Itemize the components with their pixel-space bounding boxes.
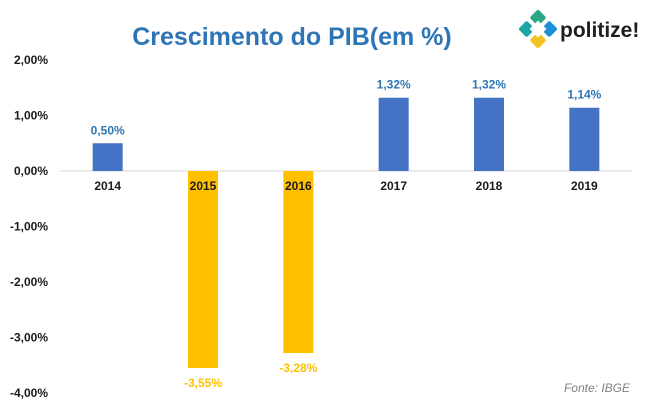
x-tick-label: 2014 — [94, 179, 121, 193]
politize-logo-text: politize! — [560, 19, 639, 42]
x-axis: 2014 2015 2016 2017 2018 2019 — [94, 179, 598, 193]
politize-logo: politize! — [519, 10, 639, 48]
bar-2014 — [92, 143, 123, 171]
data-label: -3,28% — [279, 361, 317, 375]
x-tick-label: 2019 — [571, 179, 598, 193]
bar-2019 — [569, 107, 600, 171]
data-labels: 0,50% -3,55% -3,28% 1,32% 1,32% 1,14% — [91, 78, 602, 390]
bar-2015 — [188, 171, 218, 369]
data-label: -3,55% — [184, 376, 222, 390]
x-tick-label: 2018 — [476, 179, 503, 193]
x-tick-label: 2017 — [380, 179, 407, 193]
bar-2018 — [474, 97, 504, 171]
data-label: 1,32% — [472, 78, 506, 92]
y-tick-label: -3,00% — [10, 331, 48, 345]
data-label: 1,32% — [377, 78, 411, 92]
politize-logo-icon — [519, 10, 557, 48]
chart-title: Crescimento do PIB(em %) — [132, 23, 452, 51]
y-tick-label: 0,00% — [14, 164, 48, 178]
bars — [92, 97, 600, 369]
bar-2017 — [378, 97, 409, 171]
x-tick-label: 2015 — [190, 179, 217, 193]
x-tick-label: 2016 — [285, 179, 312, 193]
y-tick-label: 2,00% — [14, 53, 48, 67]
source-note: Fonte: IBGE — [564, 381, 631, 395]
bar-2016 — [283, 171, 314, 354]
data-label: 1,14% — [567, 88, 601, 102]
y-tick-label: -2,00% — [10, 275, 48, 289]
data-label: 0,50% — [91, 123, 125, 137]
y-tick-label: 1,00% — [14, 109, 48, 123]
y-tick-label: -4,00% — [10, 386, 48, 400]
y-tick-label: -1,00% — [10, 220, 48, 234]
y-axis: 2,00% 1,00% 0,00% -1,00% -2,00% -3,00% -4,00% — [10, 53, 48, 400]
